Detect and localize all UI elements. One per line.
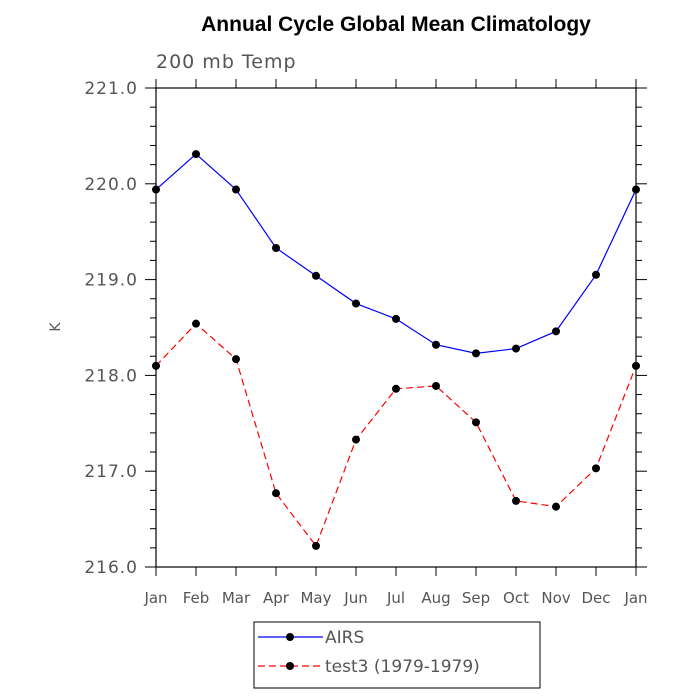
y-tick-label: 217.0 bbox=[84, 462, 138, 482]
x-tick-label: May bbox=[300, 589, 331, 607]
y-tick-label: 216.0 bbox=[84, 558, 138, 578]
chart-subtitle: 200 mb Temp bbox=[156, 51, 297, 73]
x-tick-label: Jun bbox=[343, 589, 367, 607]
x-tick-label: Jan bbox=[623, 589, 647, 607]
series-0-point bbox=[632, 185, 640, 194]
series-1-point bbox=[632, 361, 640, 370]
series-1-point bbox=[592, 464, 600, 473]
series-0-point bbox=[472, 349, 480, 358]
y-tick-label: 219.0 bbox=[84, 271, 138, 291]
series-0-point bbox=[552, 327, 560, 336]
x-tick-label: Feb bbox=[183, 589, 210, 607]
legend: AIRS test3 (1979-1979) bbox=[253, 621, 541, 689]
series-0-point bbox=[312, 271, 320, 280]
series-1-point bbox=[552, 502, 560, 511]
legend-box bbox=[253, 621, 541, 689]
x-tick-label: Aug bbox=[421, 589, 450, 607]
x-tick-labels: Jan Feb Mar Apr May Jun Jul Aug Sep Oct Nov Dec Jan bbox=[143, 589, 647, 607]
x-tick-label: Mar bbox=[222, 589, 251, 607]
series-layer bbox=[152, 150, 640, 550]
series-1-point bbox=[392, 384, 400, 393]
series-0-point bbox=[192, 150, 200, 159]
series-0-point bbox=[272, 243, 280, 252]
plot-frame bbox=[155, 87, 637, 568]
series-line-1 bbox=[155, 322, 637, 548]
series-1-point bbox=[272, 489, 280, 498]
y-tick-labels: 216.0 217.0 218.0 219.0 220.0 221.0 bbox=[84, 79, 138, 578]
series-0-point bbox=[432, 340, 440, 349]
legend-label-test3: test3 (1979-1979) bbox=[325, 657, 480, 677]
x-tick-label: Jul bbox=[386, 589, 405, 607]
series-0-point bbox=[592, 270, 600, 279]
series-line-0 bbox=[155, 153, 637, 354]
y-tick-label: 221.0 bbox=[84, 79, 138, 99]
x-tick-label: Jan bbox=[143, 589, 167, 607]
chart-title: Annual Cycle Global Mean Climatology bbox=[201, 13, 591, 36]
x-tick-label: Dec bbox=[581, 589, 610, 607]
x-tick-label: Sep bbox=[462, 589, 490, 607]
y-tick-label: 218.0 bbox=[84, 366, 138, 386]
axis-ticks bbox=[145, 79, 647, 576]
x-tick-label: Oct bbox=[503, 589, 529, 607]
series-1-point bbox=[152, 361, 160, 370]
series-1-point bbox=[352, 435, 360, 444]
legend-label-airs: AIRS bbox=[325, 628, 364, 648]
series-1-point bbox=[232, 355, 240, 364]
series-0-point bbox=[232, 185, 240, 194]
series-1-point bbox=[472, 418, 480, 427]
y-tick-label: 220.0 bbox=[84, 175, 138, 195]
series-1-point bbox=[512, 496, 520, 505]
series-1-point bbox=[192, 319, 200, 328]
series-1-point bbox=[432, 381, 440, 390]
series-0-point bbox=[392, 314, 400, 323]
x-tick-label: Nov bbox=[541, 589, 570, 607]
legend-marker-test3 bbox=[286, 662, 294, 670]
series-1-point bbox=[312, 541, 320, 550]
series-0-point bbox=[512, 344, 520, 353]
series-0-point bbox=[152, 185, 160, 194]
series-0-point bbox=[352, 299, 360, 308]
legend-marker-airs bbox=[286, 633, 294, 641]
y-axis-label: K bbox=[48, 322, 64, 332]
x-tick-label: Apr bbox=[263, 589, 290, 607]
